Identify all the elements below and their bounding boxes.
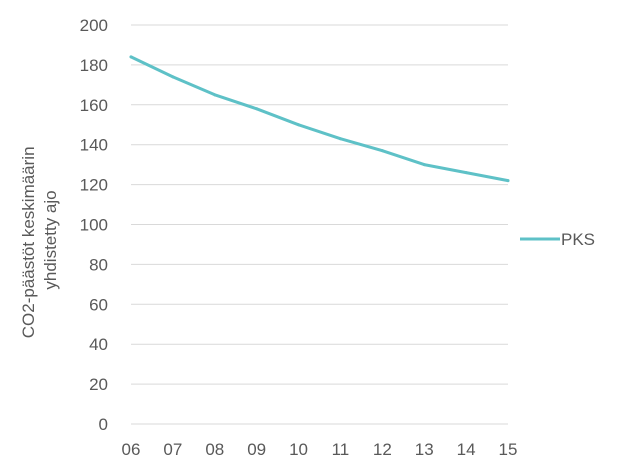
legend: PKS (520, 230, 595, 249)
y-tick-label: 160 (80, 96, 108, 115)
y-tick-label: 80 (89, 255, 108, 274)
series-line-pks (131, 57, 508, 181)
x-tick-label: 13 (415, 440, 434, 459)
data-point (171, 75, 174, 78)
x-tick-label: 06 (122, 440, 141, 459)
x-tick-label: 14 (457, 440, 476, 459)
x-tick-label: 11 (332, 440, 350, 459)
x-tick-label: 08 (205, 440, 224, 459)
data-point (255, 107, 258, 110)
x-tick-label: 12 (373, 440, 392, 459)
series-lines (130, 55, 510, 182)
x-tick-label: 15 (499, 440, 518, 459)
data-point (381, 149, 384, 152)
data-point (465, 171, 468, 174)
y-tick-label: 200 (80, 16, 108, 35)
y-tick-label: 180 (80, 56, 108, 75)
data-point (213, 93, 216, 96)
x-tick-label: 07 (163, 440, 182, 459)
y-tick-label: 0 (99, 415, 108, 434)
data-point (297, 123, 300, 126)
data-point (130, 55, 133, 58)
y-axis-title: CO2-päästöt keskimäärin yhdistetty ajo (19, 142, 60, 339)
x-axis-ticks: 06 07 08 09 10 11 12 13 14 15 (122, 440, 518, 459)
y-axis-ticks: 0 20 40 60 80 100 120 140 160 180 200 (80, 16, 108, 434)
gridlines (131, 25, 508, 424)
data-point (423, 163, 426, 166)
x-tick-label: 10 (289, 440, 308, 459)
x-tick-label: 09 (247, 440, 266, 459)
y-tick-label: 40 (89, 335, 108, 354)
data-point (507, 179, 510, 182)
y-tick-label: 100 (80, 216, 108, 235)
y-tick-label: 60 (89, 295, 108, 314)
data-point (339, 137, 342, 140)
y-axis-title-line-2: yhdistetty ajo (41, 190, 60, 289)
y-axis-title-line-1: CO2-päästöt keskimäärin (19, 146, 38, 338)
y-tick-label: 20 (89, 375, 108, 394)
y-tick-label: 140 (80, 136, 108, 155)
legend-label-pks: PKS (561, 230, 595, 249)
y-tick-label: 120 (80, 176, 108, 195)
